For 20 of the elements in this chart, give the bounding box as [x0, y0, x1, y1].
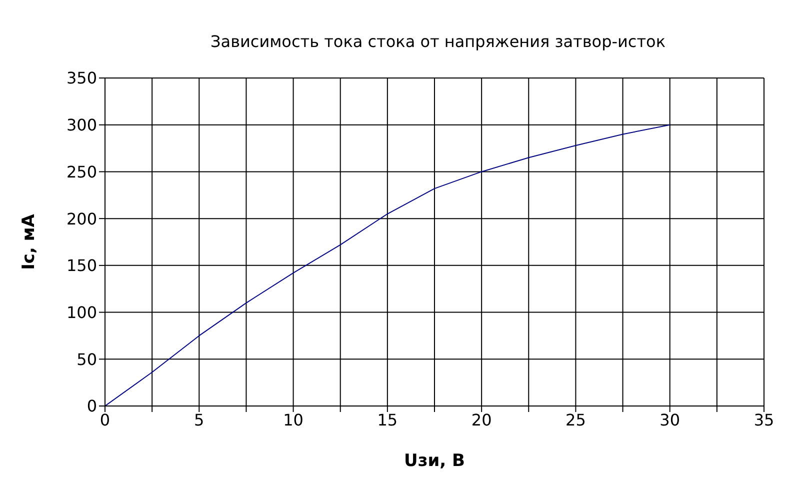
x-tick-label: 10	[283, 410, 304, 430]
chart-title: Зависимость тока стока от напряжения затвор-исток	[210, 32, 666, 51]
x-tick-label: 5	[194, 410, 204, 430]
y-tick-label: 50	[76, 350, 97, 369]
y-tick-label: 0	[86, 396, 97, 416]
line-series	[105, 124, 670, 406]
y-tick-label: 100	[66, 302, 97, 322]
y-tick-label: 200	[66, 209, 97, 228]
y-tick-label: 300	[66, 116, 97, 135]
x-tick-label: 20	[471, 410, 492, 430]
x-tick-label: 25	[566, 410, 586, 430]
x-tick-label: 15	[377, 410, 398, 430]
x-tick-label: 30	[660, 410, 680, 430]
x-axis-title: Uзи, В	[404, 451, 465, 471]
x-tick-label: 0	[100, 410, 110, 430]
x-tick-label: 35	[754, 410, 774, 430]
y-tick-label: 350	[66, 68, 97, 88]
y-tick-label: 250	[66, 162, 97, 182]
y-tick-label: 150	[66, 256, 97, 276]
y-axis-title: Ic, мА	[19, 213, 40, 270]
